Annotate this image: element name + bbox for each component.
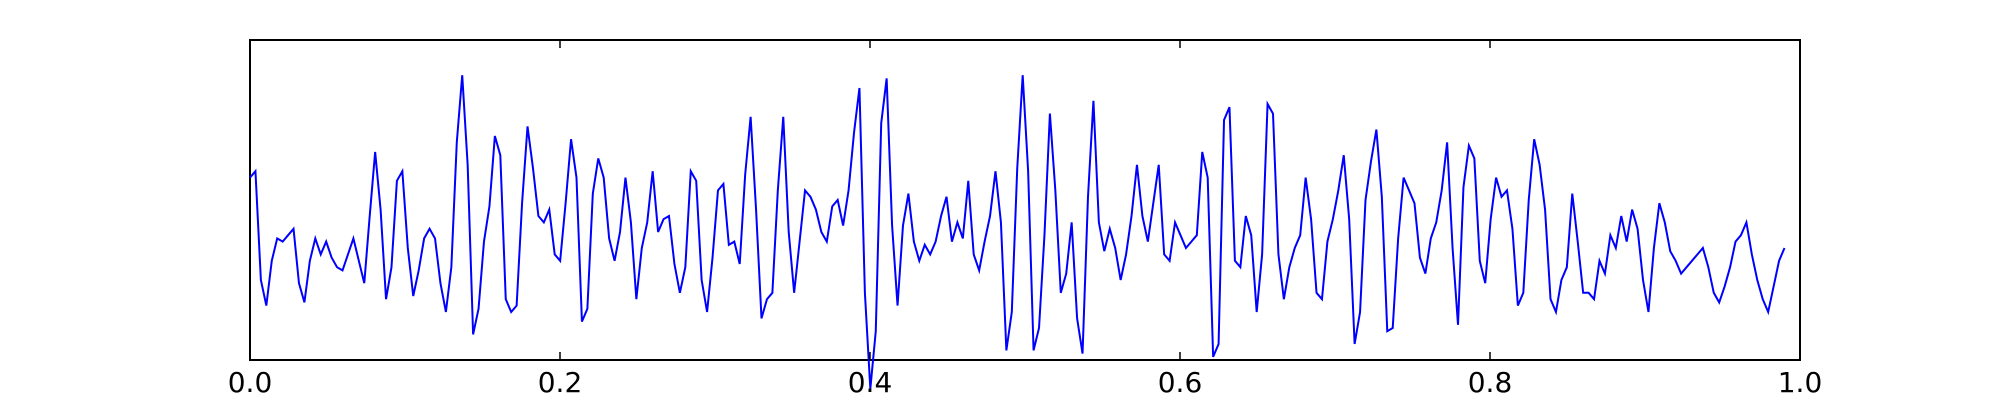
- x-tick-label: 0.8: [1468, 366, 1513, 399]
- x-tick-label: 0.6: [1158, 366, 1203, 399]
- x-tick-label: 0.0: [228, 366, 273, 399]
- x-tick-label: 0.4: [848, 366, 893, 399]
- x-tick-label: 0.2: [538, 366, 583, 399]
- plot-area-frame: [249, 39, 1801, 361]
- x-axis-tick-labels: 0.0 0.2 0.4 0.6 0.8 1.0: [228, 366, 1823, 399]
- x-axis-ticks: [249, 40, 1801, 360]
- x-tick-label: 1.0: [1778, 366, 1823, 399]
- series-line: [249, 75, 1786, 389]
